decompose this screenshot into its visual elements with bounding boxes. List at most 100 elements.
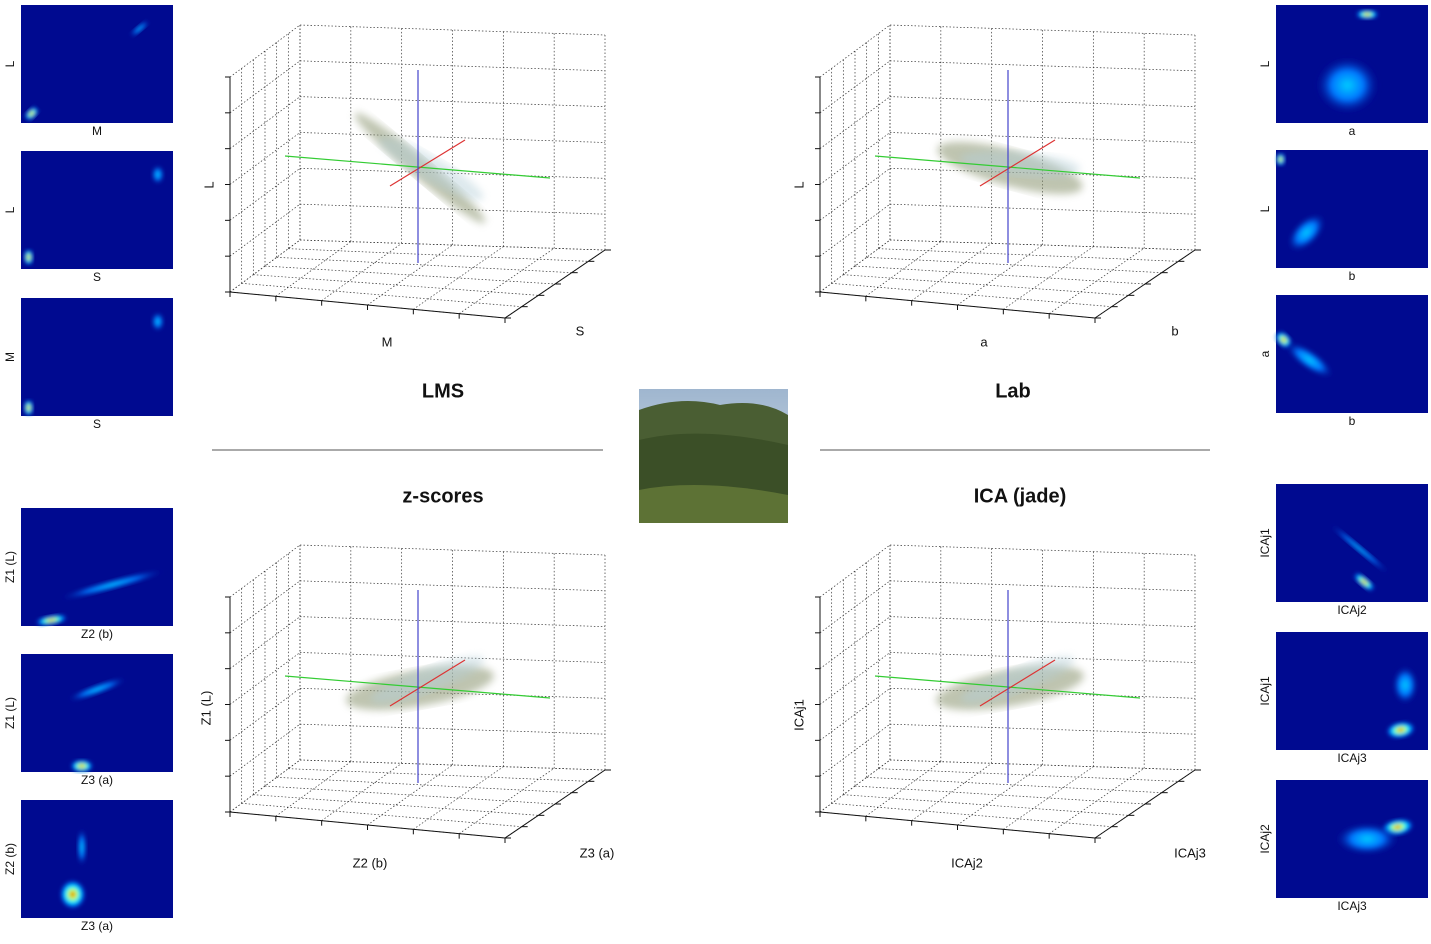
density-blob	[70, 759, 94, 773]
grid-line	[819, 168, 891, 221]
grid-line	[229, 203, 301, 257]
heatmap-x-label: b	[1349, 269, 1356, 283]
grid-line	[229, 132, 301, 185]
heatmap: Z2 (b) Z1 (L)	[3, 508, 173, 641]
heatmap-y-label: a	[1258, 350, 1272, 357]
heatmap-y-label: ICAj1	[1258, 528, 1272, 558]
heatmap-field	[21, 5, 173, 123]
grid-line	[819, 203, 891, 257]
grid-line	[866, 776, 1162, 794]
plot-title: Lab	[995, 380, 1031, 402]
y-axis-label: ICAj3	[1174, 845, 1206, 860]
grid-line	[367, 244, 453, 306]
heatmap-y-label: L	[3, 206, 17, 213]
axis-line	[819, 811, 1096, 839]
grid-line	[889, 132, 1196, 143]
data-cloud	[371, 656, 485, 704]
heatmap-y-label: ICAj1	[1258, 676, 1272, 706]
density-blob	[77, 828, 87, 867]
grid-line	[911, 243, 992, 301]
grid-line	[229, 24, 301, 78]
density-blob	[1328, 523, 1391, 575]
density-blob	[25, 106, 39, 121]
plot-3d: M S L LMS	[201, 24, 611, 402]
grid-line	[957, 244, 1043, 306]
grid-line	[843, 274, 1129, 296]
density-blob	[151, 165, 165, 185]
grid-line	[321, 243, 402, 301]
grid-line	[288, 248, 589, 262]
grid-line	[229, 544, 301, 598]
density-blob	[1287, 213, 1326, 252]
heatmap-x-label: Z3 (a)	[81, 919, 113, 933]
axis-line	[229, 811, 506, 839]
grid-line	[866, 256, 1162, 274]
grid-line	[229, 96, 301, 149]
axis-line	[229, 291, 506, 319]
grid-line	[889, 616, 1196, 628]
z-axis-label: L	[791, 181, 806, 188]
density-blob	[23, 399, 34, 416]
grid-line	[819, 688, 891, 741]
density-blob	[23, 249, 34, 266]
heatmap-x-label: M	[92, 124, 102, 138]
heatmap-x-label: ICAj2	[1337, 603, 1367, 617]
heatmap-x-label: Z2 (b)	[81, 627, 113, 641]
heatmap-x-label: Z3 (a)	[81, 773, 113, 787]
grid-line	[229, 60, 301, 114]
grid-line	[819, 60, 891, 114]
heatmap: ICAj2 ICAj1	[1258, 484, 1428, 617]
grid-line	[831, 802, 1112, 828]
plot-title: LMS	[422, 380, 464, 402]
x-axis-label: ICAj2	[951, 855, 983, 870]
grid-line	[299, 132, 606, 143]
grid-line	[819, 132, 891, 185]
x-axis-label: Z2 (b)	[353, 855, 388, 870]
heatmap-field	[21, 508, 173, 626]
heatmap-field	[21, 151, 173, 269]
grid-line	[878, 768, 1179, 782]
y-axis-label: S	[576, 323, 585, 338]
axis-red	[979, 139, 1056, 187]
z-axis-label: L	[201, 181, 216, 188]
plot-3d: Z2 (b) Z3 (a) Z1 (L) z-scores	[198, 485, 614, 870]
heatmap-x-label: ICAj3	[1337, 751, 1367, 765]
heatmap: ba	[1258, 295, 1428, 428]
grid-line	[819, 723, 891, 777]
grid-line	[367, 764, 453, 826]
axis-red	[979, 659, 1056, 707]
z-axis-label: Z1 (L)	[198, 691, 213, 726]
grid-line	[911, 763, 992, 821]
plot-title: ICA (jade)	[974, 485, 1067, 507]
y-axis-label: b	[1171, 323, 1178, 338]
z-axis-label: ICAj1	[791, 699, 806, 731]
grid-line	[957, 764, 1043, 826]
density-blob	[1386, 721, 1415, 739]
photo	[639, 389, 788, 523]
density-blob	[1356, 9, 1379, 20]
heatmap: aL	[1258, 5, 1428, 138]
grid-line	[229, 652, 301, 705]
axis-line	[1094, 769, 1196, 839]
density-blob	[129, 20, 150, 38]
heatmap-y-label: Z2 (b)	[3, 843, 17, 875]
density-blob	[1275, 153, 1286, 166]
plot-title: z-scores	[402, 485, 483, 507]
heatmap-y-label: Z1 (L)	[3, 697, 17, 729]
grid-line	[253, 274, 539, 296]
heatmap-y-label: ICAj2	[1258, 824, 1272, 854]
grid-line	[299, 96, 606, 108]
heatmap-y-label: L	[1258, 205, 1272, 212]
grid-line	[229, 688, 301, 741]
heatmap-field	[21, 298, 173, 416]
density-blob	[1353, 572, 1375, 591]
grid-line	[276, 256, 572, 274]
grid-line	[819, 96, 891, 149]
grid-line	[241, 802, 522, 828]
density-blob	[59, 880, 86, 909]
density-blob	[1285, 341, 1334, 379]
grid-line	[321, 763, 402, 821]
data-cloud	[961, 656, 1075, 704]
axis-line	[504, 769, 606, 839]
heatmap-y-label: L	[3, 60, 17, 67]
